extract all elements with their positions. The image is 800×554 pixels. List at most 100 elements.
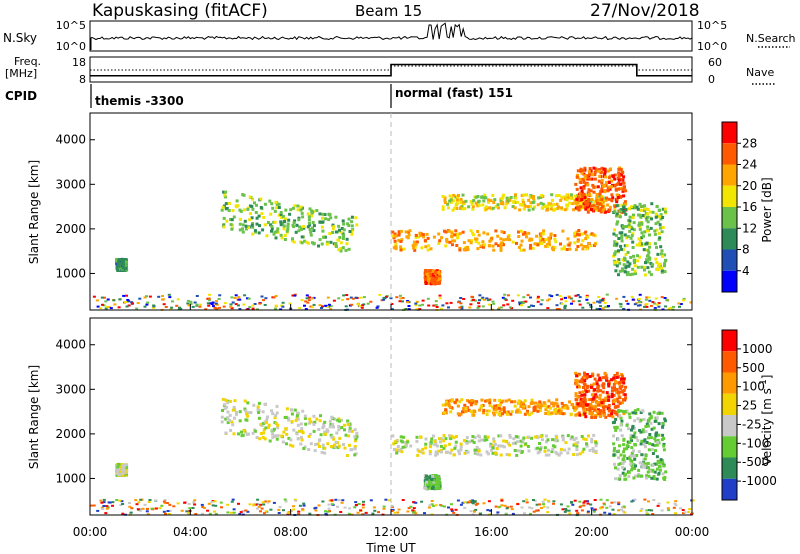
echo-cell [290,420,294,424]
freq-label-2: [MHz] [5,67,37,80]
colorbar-swatch [722,207,737,229]
echo-cell [269,212,273,216]
echo-cell [207,502,211,505]
echo-cell [660,296,664,299]
echo-cell [469,200,473,204]
echo-cell [614,187,618,191]
echo-cell [195,295,199,297]
echo-cell [594,167,598,171]
echo-cell [499,246,503,250]
echo-cell [261,228,265,232]
echo-cell [583,205,587,209]
echo-cell [438,274,442,278]
echo-cell [457,193,460,197]
echo-cell [557,409,561,413]
echo-cell [541,500,545,503]
echo-cell [353,506,357,509]
echo-cell [275,437,279,441]
echo-cell [571,202,575,206]
echo-cell [459,448,463,452]
echo-cell [622,295,626,298]
echo-cell [237,502,240,505]
echo-cell [240,434,244,438]
echo-cell [262,421,266,425]
colorbar-tick-label: -1000 [742,474,777,488]
echo-cell [238,228,242,232]
echo-cell [245,412,249,416]
echo-cell [552,402,556,406]
echo-cell [576,201,580,205]
echo-cell [538,400,542,404]
echo-cell [232,508,236,511]
echo-cell [602,167,606,171]
echo-cell [296,204,300,208]
echo-cell [645,254,649,258]
echo-cell [655,228,659,232]
echo-cell [542,240,546,244]
echo-cell [620,231,624,235]
echo-cell [615,214,618,218]
echo-cell [421,447,425,451]
echo-cell [519,229,523,233]
echo-cell [632,228,636,232]
echo-cell [442,439,446,443]
colorbar-swatch [722,478,737,500]
echo-cell [643,204,646,208]
echo-cell [606,407,610,411]
echo-cell [397,449,401,453]
echo-cell [246,414,250,418]
echo-cell [304,422,308,426]
echo-cell [633,411,637,414]
echo-cell [319,414,322,418]
echo-cell [568,241,572,245]
echo-cell [257,505,261,508]
echo-cell [484,205,488,209]
echo-cell [348,507,352,510]
echo-cell [435,452,439,456]
echo-cell [540,242,544,246]
echo-cell [641,234,645,238]
echo-cell [551,444,555,448]
echo-cell [432,483,436,487]
echo-cell [588,177,592,181]
echo-cell [274,414,278,417]
echo-cell [599,415,602,418]
echo-cell [454,203,458,207]
y-tick-label: 2000 [55,427,86,441]
colorbar-swatch [722,228,737,250]
echo-cell [478,299,481,302]
echo-cell [547,298,551,301]
echo-cell [500,498,504,501]
echo-cell [542,505,546,508]
echo-cell [607,408,611,412]
echo-cell [550,411,554,415]
echo-cell [658,215,662,219]
echo-cell [227,209,231,212]
echo-cell [617,449,620,453]
echo-cell [116,471,120,475]
echo-cell [349,448,353,452]
echo-cell [639,239,642,243]
echo-cell [648,245,651,249]
echo-cell [323,235,327,239]
echo-cell [470,500,474,503]
echo-cell [435,444,439,448]
echo-cell [312,229,316,232]
echo-cell [563,208,567,212]
echo-cell [131,302,134,305]
echo-cell [305,294,309,297]
echo-cell [459,201,463,204]
echo-cell [539,201,543,205]
echo-cell [286,222,290,226]
echo-cell [251,431,255,435]
echo-cell [320,307,323,309]
echo-cell [643,457,647,461]
echo-cell [519,243,523,247]
echo-cell [472,510,476,513]
echo-cell [654,439,658,443]
echo-cell [661,425,665,429]
echo-cell [536,243,540,247]
echo-cell [135,503,139,506]
echo-cell [231,301,235,304]
